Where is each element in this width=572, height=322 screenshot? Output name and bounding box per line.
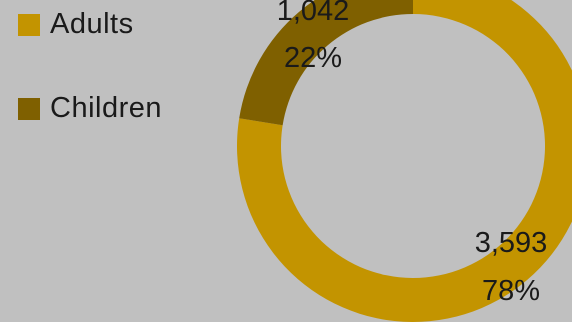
legend-label-children: Children: [50, 92, 162, 124]
slice-adults: [237, 0, 572, 322]
legend-swatch-children: [18, 97, 40, 120]
data-label-children-percent: 22%: [284, 42, 342, 74]
data-label-children-value: 1,042: [277, 0, 350, 27]
donut-slices: [237, 0, 572, 322]
data-label-adults-percent: 78%: [482, 275, 540, 307]
legend-swatch-adults: [18, 13, 40, 36]
legend-item-children: Children: [18, 92, 162, 125]
legend-item-adults: Adults: [18, 8, 134, 41]
legend-label-adults: Adults: [50, 8, 134, 40]
slice-children: [239, 0, 413, 126]
data-label-adults-value: 3,593: [475, 227, 548, 259]
